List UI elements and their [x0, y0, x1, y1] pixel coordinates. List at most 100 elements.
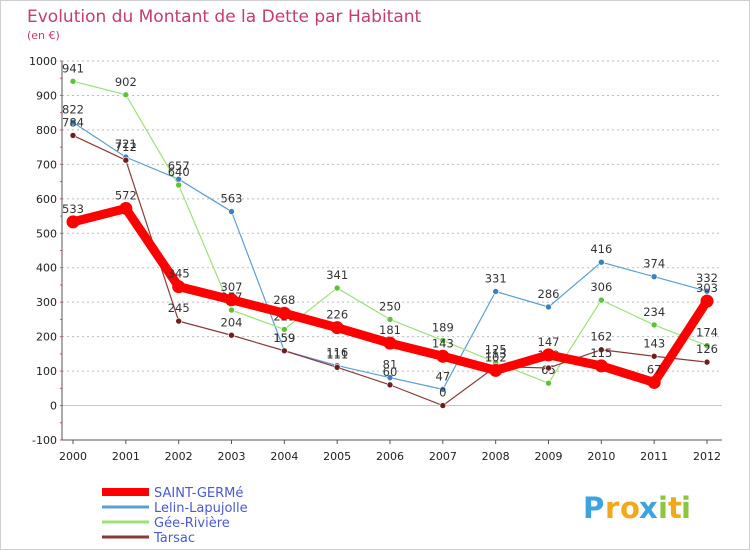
data-label: 245 — [168, 301, 190, 315]
legend-item: Tarsac — [102, 531, 195, 546]
data-label: 374 — [643, 257, 665, 271]
data-label: 116 — [326, 346, 348, 360]
data-point — [489, 363, 503, 377]
data-label: 822 — [62, 102, 84, 116]
data-point — [281, 347, 288, 355]
data-label: 159 — [273, 331, 295, 345]
data-label: 572 — [115, 188, 137, 202]
x-tick-label: 2003 — [218, 450, 246, 463]
data-label: 721 — [115, 137, 137, 151]
x-tick-label: 2012 — [693, 450, 721, 463]
data-point — [703, 342, 711, 349]
data-label: 174 — [696, 326, 718, 340]
x-tick-label: 2011 — [640, 450, 668, 463]
data-label: 143 — [643, 336, 665, 350]
legend-label: Tarsac — [153, 531, 195, 546]
data-point — [333, 284, 341, 292]
data-label: 331 — [485, 272, 507, 286]
data-label: 533 — [62, 202, 84, 216]
data-label: 181 — [379, 323, 401, 337]
data-label: 159 — [273, 331, 295, 345]
data-label: 657 — [168, 159, 190, 173]
data-label: 126 — [696, 342, 718, 356]
x-tick-label: 2008 — [482, 450, 510, 463]
x-tick-label: 2006 — [376, 450, 404, 463]
data-point — [69, 78, 77, 85]
data-label: 307 — [221, 280, 243, 294]
x-tick-label: 2009 — [535, 450, 563, 463]
data-point — [436, 349, 450, 363]
y-tick-label: 700 — [36, 158, 57, 171]
data-point — [492, 288, 499, 295]
data-point — [333, 364, 341, 371]
x-tick-label: 2002 — [165, 450, 193, 463]
data-point — [386, 381, 394, 389]
data-point — [703, 358, 711, 366]
data-label: 941 — [62, 61, 84, 75]
data-point — [545, 379, 552, 387]
data-point — [542, 348, 555, 362]
data-point — [598, 346, 605, 354]
y-tick-label: 100 — [36, 365, 57, 378]
legend-item: SAINT-GERMé — [102, 486, 243, 501]
x-tick-label: 2004 — [270, 450, 298, 463]
legend-label: Lelin-Lapujolle — [154, 501, 248, 516]
brand-letter: i — [681, 491, 691, 525]
data-label: 416 — [590, 242, 612, 256]
data-label: 111 — [326, 347, 348, 361]
data-point — [386, 374, 394, 381]
data-point — [703, 287, 711, 295]
data-label: 102 — [485, 350, 507, 364]
data-point — [225, 293, 238, 307]
data-label: 902 — [115, 75, 137, 89]
data-label: 306 — [590, 280, 612, 294]
data-label: 47 — [436, 369, 451, 383]
series-saint-germ-: 533 572 345 307 268 226 181 143 102 147 115 67 303 — [62, 188, 718, 389]
y-tick-label: 400 — [36, 262, 57, 275]
data-label: 303 — [696, 281, 718, 295]
data-label: 712 — [115, 140, 137, 154]
data-label: 60 — [383, 365, 398, 379]
data-point — [598, 258, 605, 266]
data-point — [122, 91, 130, 99]
data-point — [383, 336, 397, 350]
y-tick-label: 900 — [36, 89, 57, 102]
data-label: 234 — [643, 305, 665, 319]
y-tick-label: -100 — [32, 434, 57, 447]
data-point — [598, 296, 605, 304]
data-label: 67 — [647, 362, 662, 376]
legend-label: SAINT-GERMé — [154, 486, 243, 501]
data-label: 0 — [439, 386, 446, 400]
data-point — [66, 215, 80, 229]
y-tick-label: 500 — [36, 227, 57, 240]
data-point — [172, 280, 186, 294]
data-label: 345 — [168, 267, 190, 281]
x-tick-label: 2005 — [323, 450, 351, 463]
data-point — [277, 306, 291, 320]
data-point — [439, 402, 447, 409]
y-tick-label: 800 — [36, 124, 57, 137]
data-point — [386, 316, 394, 323]
data-point — [439, 337, 447, 344]
y-tick-label: 300 — [36, 296, 57, 309]
data-label: 162 — [590, 330, 612, 344]
brand-letter: t — [668, 491, 682, 525]
data-point — [330, 321, 344, 335]
data-label: 143 — [432, 336, 454, 350]
data-point — [545, 364, 552, 372]
series-lelin-lapujolle: 822 721 657 563 159 116 81 47 331 286 416 374 332 — [62, 102, 718, 393]
x-tick-label: 2000 — [59, 450, 87, 463]
data-label: 784 — [62, 115, 84, 129]
data-point — [650, 273, 658, 280]
data-point — [700, 294, 714, 308]
data-label: 81 — [383, 358, 398, 372]
y-tick-label: 200 — [36, 331, 57, 344]
data-point — [228, 208, 235, 215]
data-label: 640 — [168, 165, 190, 179]
data-label: 204 — [221, 315, 243, 329]
data-label: 286 — [538, 287, 560, 301]
data-label: 113 — [485, 347, 507, 361]
legend-label: Gée-Rivière — [154, 516, 230, 531]
